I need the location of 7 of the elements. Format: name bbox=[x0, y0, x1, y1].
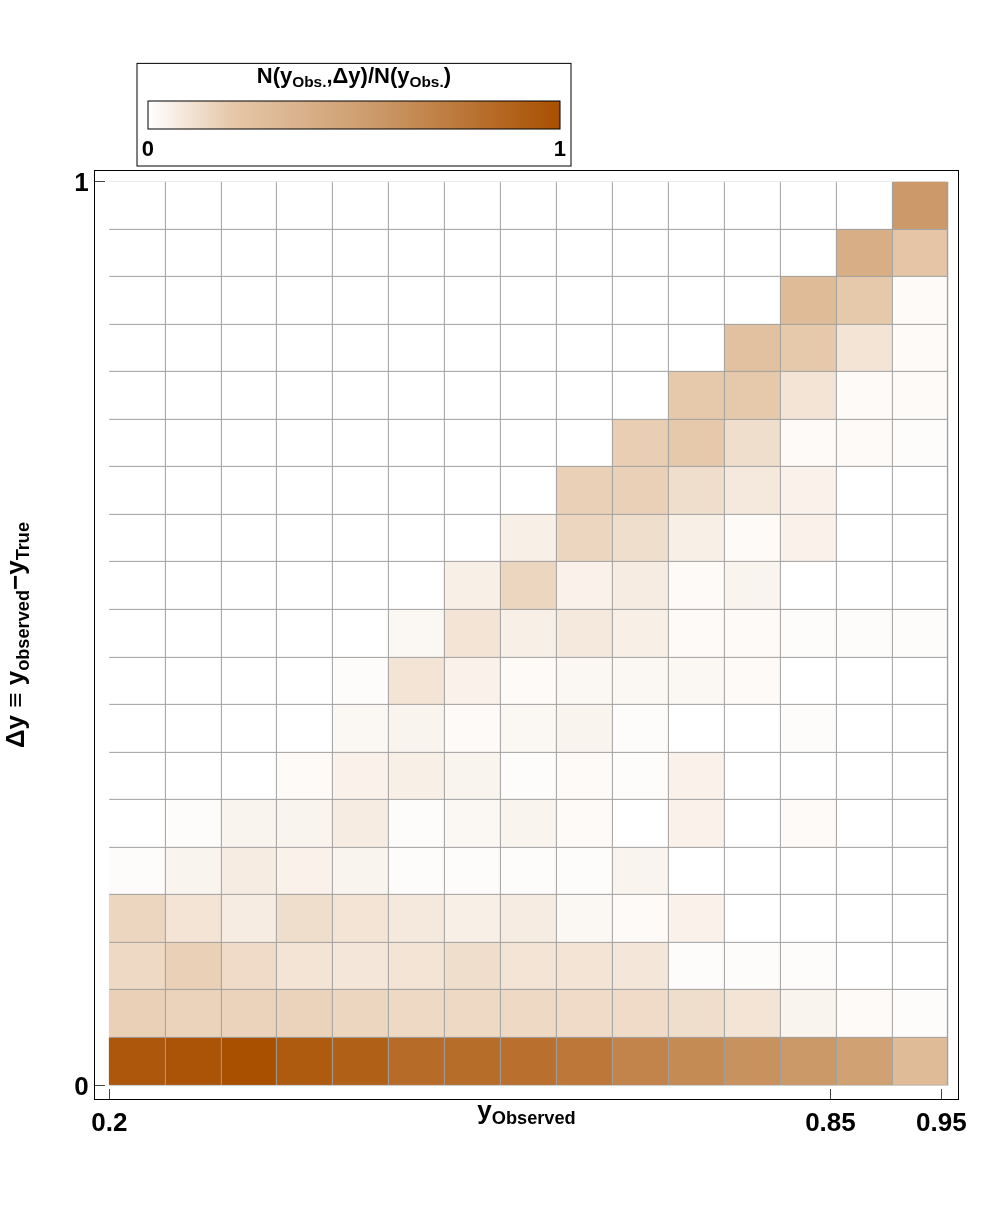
x-tick-label: 0.85 bbox=[805, 1107, 856, 1138]
x-tick-label: 0.95 bbox=[916, 1107, 967, 1138]
color-bar-title: N(y$_{Obs.}$,Δy)/N(y$_{Obs.}$) bbox=[256, 62, 452, 91]
color-bar-label: 1 bbox=[553, 136, 567, 162]
color-bar-label: 0 bbox=[141, 136, 155, 162]
x-tick-label: 0.2 bbox=[91, 1107, 128, 1138]
x-axis-title: y$_{Observed}$ bbox=[477, 1094, 576, 1129]
